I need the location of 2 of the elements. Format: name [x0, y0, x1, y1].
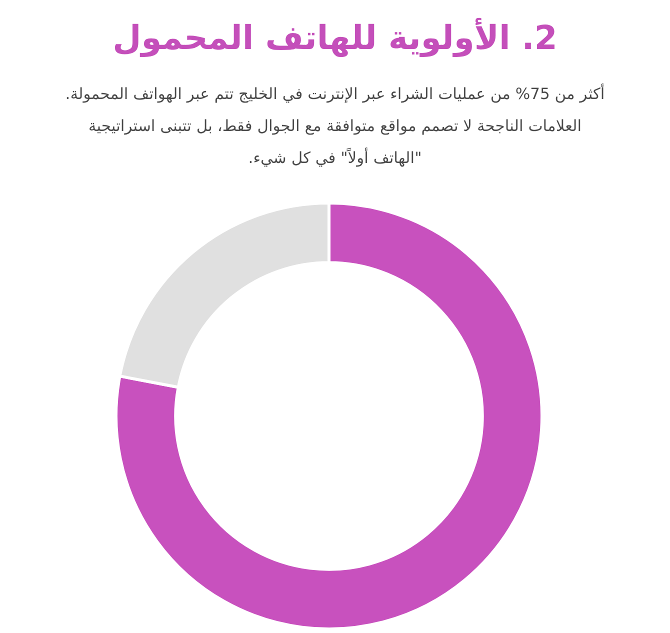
title: 2. الأولوية للهاتف المحمول — [112, 16, 558, 59]
subtitle: أكثر من 75% من عمليات الشراء عبر الإنترنت في الخليج تتم عبر الهواتف المحمولة. العلامات الناجحة لا تصمم مواقع متوافقة مع الجوال فقط، بل تتبنى استراتيجية "الهاتف أولاً" في كل شيء. — [64, 82, 606, 169]
